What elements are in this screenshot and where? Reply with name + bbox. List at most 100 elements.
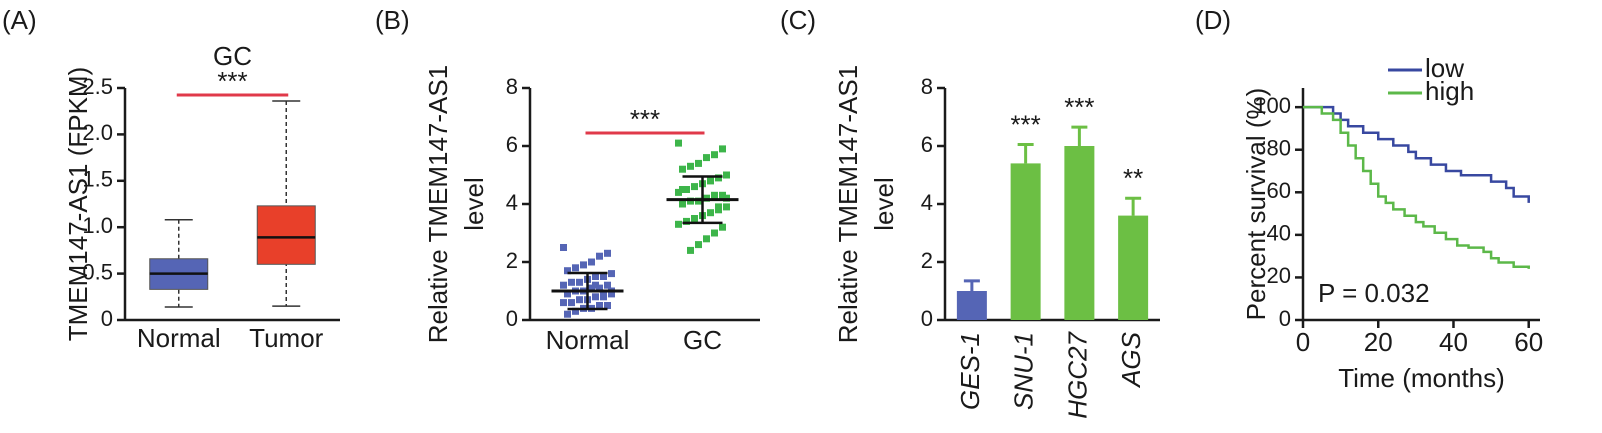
dot <box>703 235 710 243</box>
y-tick-label: 2.0 <box>82 120 113 145</box>
significance-label: *** <box>630 104 660 134</box>
survival-line <box>1303 105 1530 203</box>
dot <box>679 200 686 208</box>
dot <box>596 252 603 260</box>
legend-label: low <box>1425 53 1464 83</box>
x-tick-label: GC <box>683 325 722 355</box>
bar <box>956 291 987 320</box>
y-tick-label: 100 <box>1254 93 1291 118</box>
x-tick-label: 0 <box>1296 327 1310 357</box>
dot <box>711 229 718 237</box>
dot <box>675 139 682 147</box>
dot <box>719 145 726 153</box>
significance-label: *** <box>1064 92 1094 122</box>
dot <box>715 203 722 211</box>
dot <box>560 244 567 251</box>
dot <box>568 278 575 286</box>
y-tick-label: 0.5 <box>82 259 113 284</box>
dot <box>687 246 694 254</box>
dot <box>588 258 595 266</box>
dot <box>679 186 686 193</box>
dot <box>564 267 571 275</box>
y-tick-label: 8 <box>921 74 933 99</box>
dot <box>600 290 607 298</box>
dot <box>719 191 726 199</box>
y-tick-label: 8 <box>506 74 518 99</box>
dot <box>560 299 567 307</box>
y-tick-label: 1.5 <box>82 167 113 192</box>
dot <box>707 177 714 185</box>
chart-title: GC <box>213 41 252 71</box>
dot <box>703 154 710 162</box>
dot <box>711 151 718 159</box>
panel-label: (C) <box>780 5 816 35</box>
y-tick-label: 0 <box>1279 306 1291 331</box>
x-tick-label: SNU-1 <box>1009 332 1039 410</box>
significance-label: *** <box>217 66 247 96</box>
y-tick-label: 0 <box>921 306 933 331</box>
y-axis-label: Relative TMEM147-AS1 <box>423 65 453 343</box>
dot <box>687 162 694 170</box>
dot <box>592 273 599 280</box>
y-tick-label: 2 <box>506 248 518 273</box>
dot <box>604 302 611 309</box>
dot <box>711 191 718 199</box>
dot <box>588 284 595 292</box>
dot <box>719 223 726 231</box>
dot <box>723 203 730 211</box>
annotation: P = 0.032 <box>1318 278 1430 308</box>
y-tick-label: 80 <box>1267 136 1291 161</box>
y-axis-label: Relative TMEM147-AS1 <box>833 65 863 343</box>
y-tick-label: 1.0 <box>82 213 113 238</box>
dot <box>580 261 587 269</box>
dot <box>592 293 599 301</box>
dot <box>576 278 583 286</box>
y-tick-label: 0 <box>101 306 113 331</box>
legend-label: high <box>1425 76 1474 106</box>
y-tick-label: 0 <box>506 306 518 331</box>
x-tick-label: 20 <box>1364 327 1393 357</box>
y-tick-label: 40 <box>1267 221 1291 246</box>
dot <box>596 284 603 292</box>
dot <box>600 273 607 280</box>
dot <box>560 281 567 289</box>
x-tick-label: Normal <box>137 323 221 353</box>
y-tick-label: 6 <box>506 132 518 157</box>
y-tick-label: 6 <box>921 132 933 157</box>
panel-label: (A) <box>2 5 37 35</box>
dot <box>608 270 615 278</box>
dot <box>675 220 682 228</box>
y-tick-label: 2.5 <box>82 74 113 99</box>
y-axis-label: TMEM147-AS1 (FPKM) <box>63 67 93 342</box>
dot <box>707 209 714 217</box>
dot <box>679 165 686 173</box>
x-tick-label: 40 <box>1439 327 1468 357</box>
dot <box>691 215 698 222</box>
dot <box>715 174 722 182</box>
y-tick-label: 4 <box>921 190 933 215</box>
significance-label: *** <box>1010 109 1040 139</box>
y-tick-label: 20 <box>1267 263 1291 288</box>
y-tick-label: 4 <box>506 190 518 215</box>
panel-label: (D) <box>1195 5 1231 35</box>
dot <box>723 171 730 179</box>
dot <box>564 290 571 298</box>
panel-label: (B) <box>375 5 410 35</box>
dot <box>691 183 698 191</box>
dot <box>596 302 603 309</box>
y-axis-label: level <box>869 177 899 230</box>
y-axis-label: Percent survival (%) <box>1241 88 1271 321</box>
box <box>256 205 316 265</box>
x-axis-label: Time (months) <box>1338 363 1505 393</box>
dot <box>604 249 611 257</box>
dot <box>572 307 579 315</box>
survival-line <box>1303 105 1530 269</box>
dot <box>592 281 599 289</box>
significance-label: ** <box>1123 163 1143 193</box>
dot <box>695 159 702 167</box>
dot <box>604 281 611 289</box>
x-tick-label: HGC27 <box>1062 330 1092 418</box>
y-tick-label: 60 <box>1267 178 1291 203</box>
